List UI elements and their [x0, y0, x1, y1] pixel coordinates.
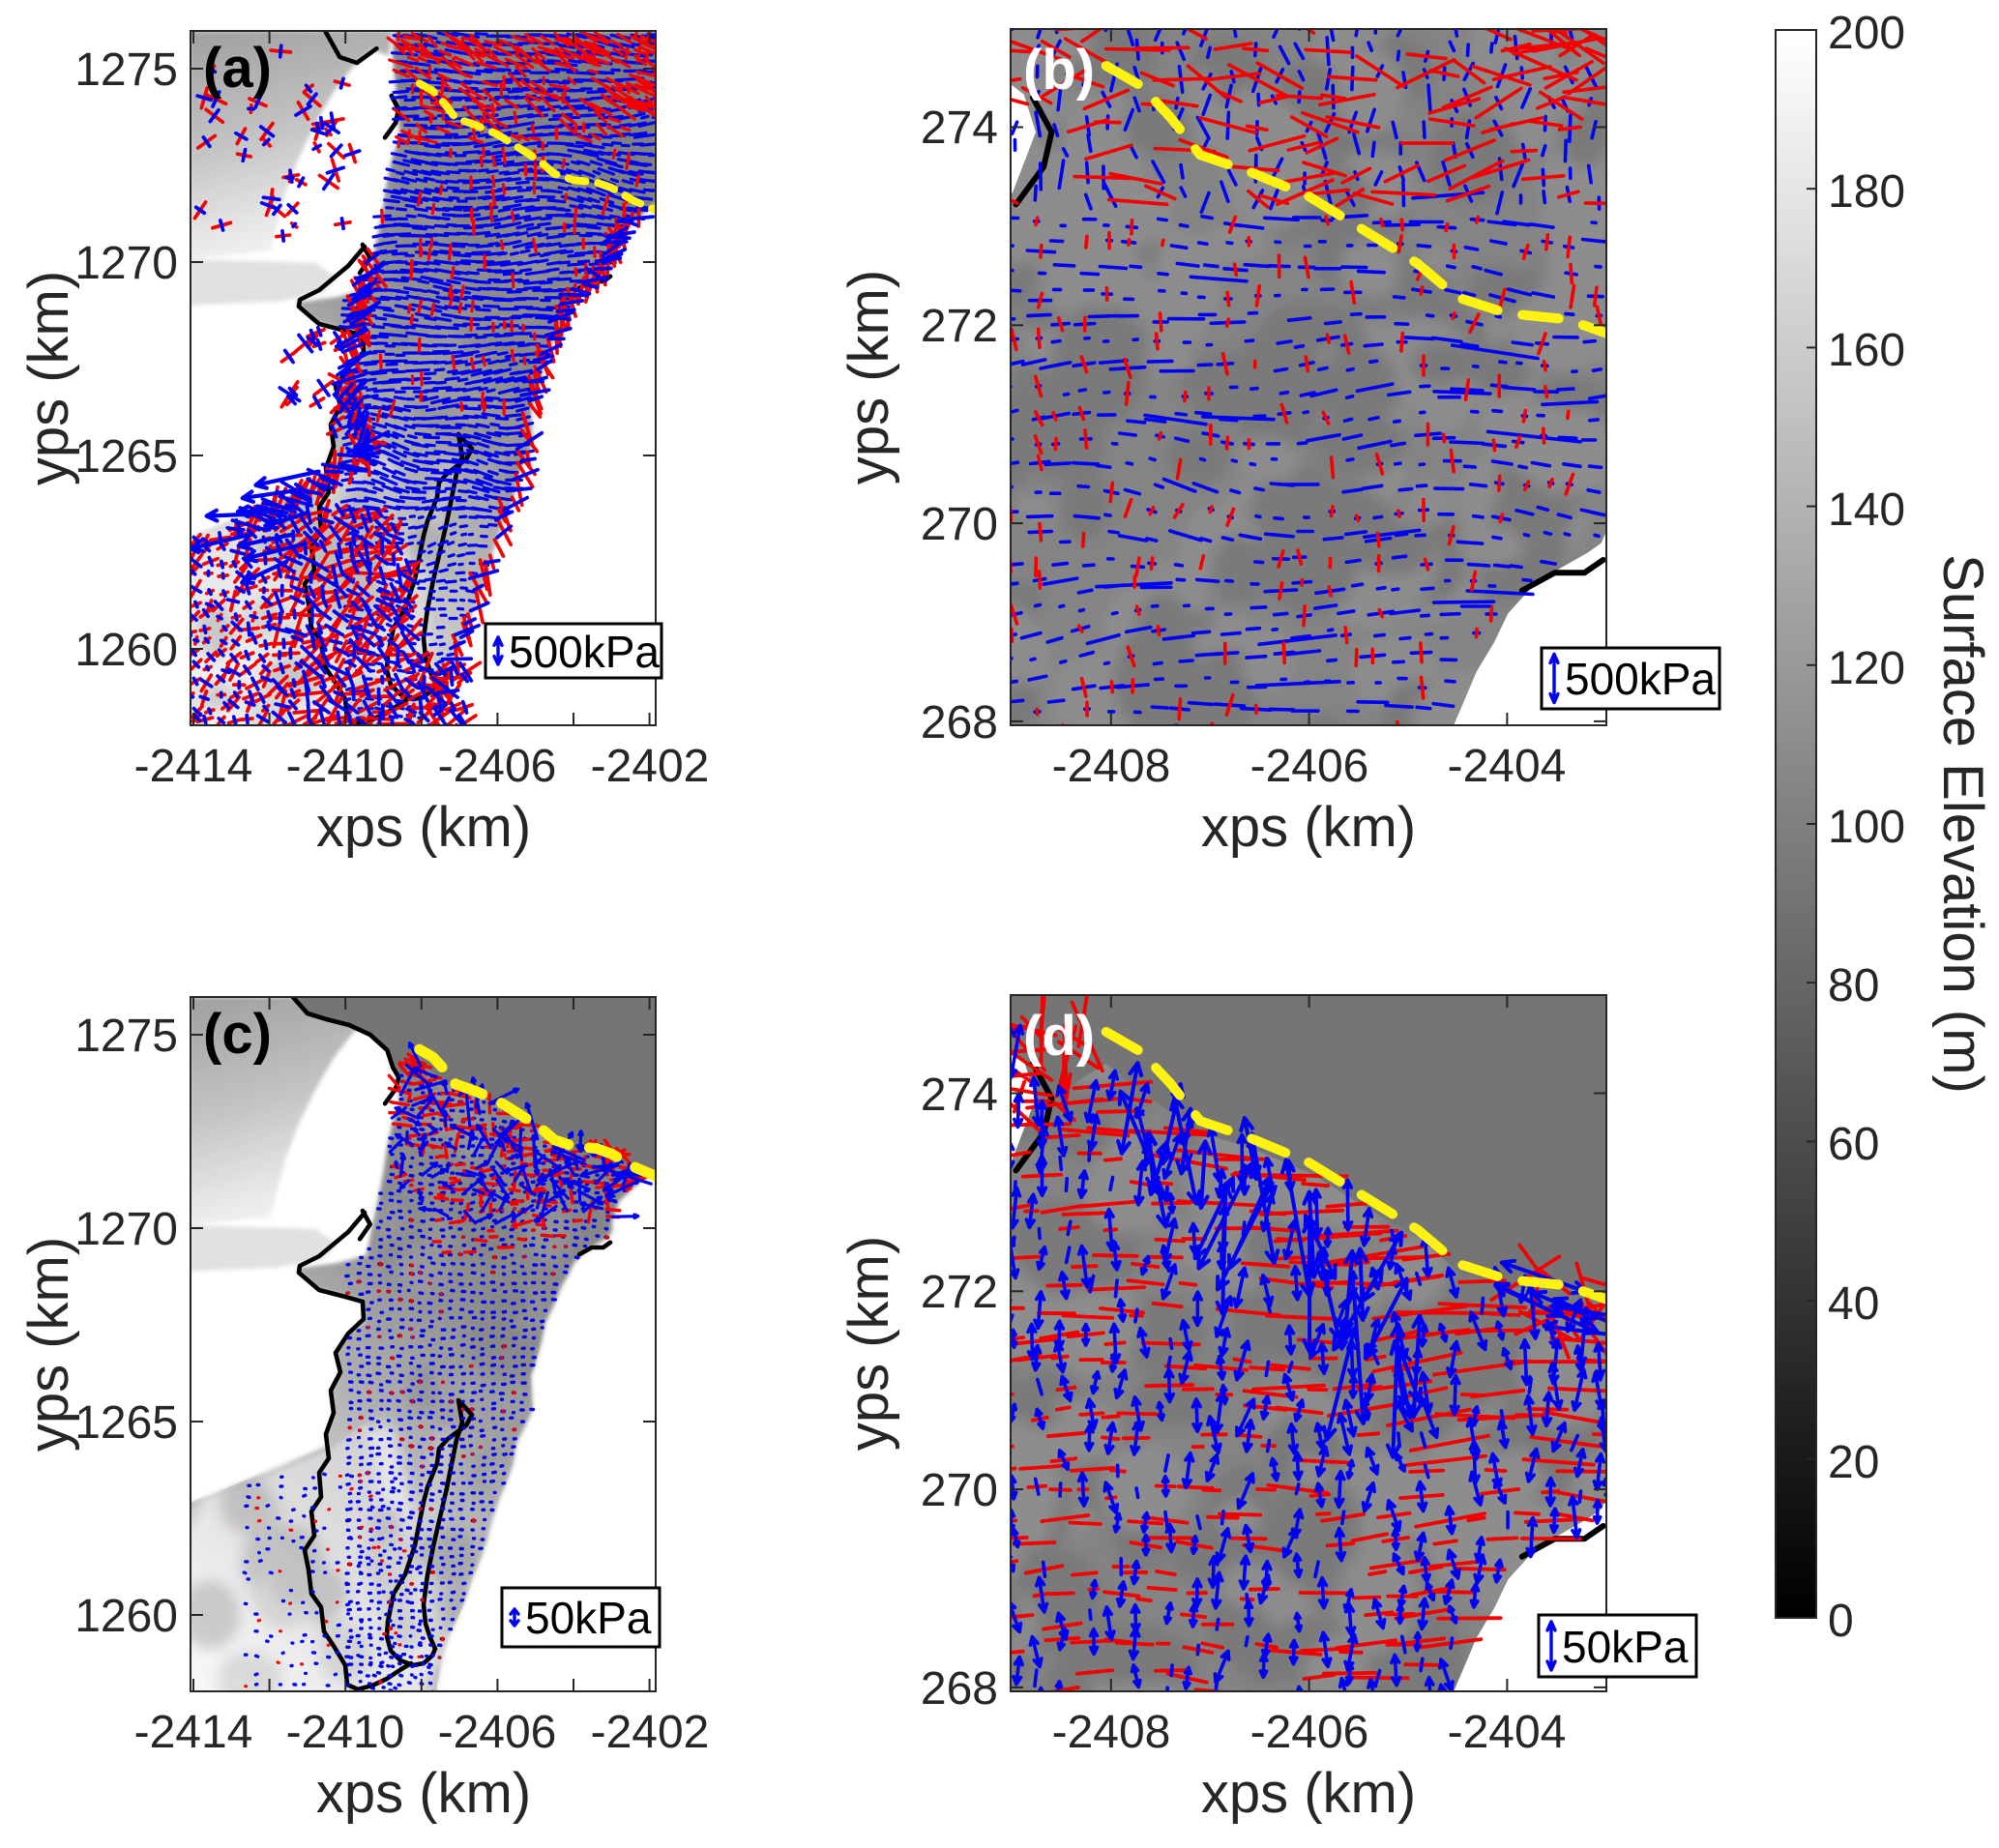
svg-text:-2408: -2408 — [1052, 741, 1171, 792]
svg-text:80: 80 — [1828, 960, 1879, 1012]
svg-text:(c): (c) — [203, 1003, 272, 1066]
svg-text:1265: 1265 — [74, 1397, 178, 1449]
svg-text:1265: 1265 — [74, 431, 178, 483]
svg-text:100: 100 — [1828, 802, 1905, 853]
svg-text:500kPa: 500kPa — [509, 627, 660, 677]
svg-text:50kPa: 50kPa — [525, 1593, 652, 1643]
svg-text:120: 120 — [1828, 643, 1905, 694]
svg-text:-2406: -2406 — [438, 1707, 557, 1758]
svg-text:1270: 1270 — [74, 1204, 178, 1255]
svg-text:(b): (b) — [1023, 39, 1095, 102]
svg-text:-2406: -2406 — [1250, 1707, 1369, 1758]
svg-text:-2404: -2404 — [1448, 741, 1567, 792]
svg-text:-2410: -2410 — [286, 741, 405, 792]
svg-text:274: 274 — [921, 1070, 998, 1121]
svg-text:yps (km): yps (km) — [838, 1236, 900, 1451]
svg-text:-2408: -2408 — [1052, 1707, 1171, 1758]
svg-text:50kPa: 50kPa — [1562, 1622, 1689, 1672]
svg-text:0: 0 — [1828, 1596, 1854, 1647]
svg-text:yps (km): yps (km) — [838, 270, 900, 484]
svg-text:yps (km): yps (km) — [17, 271, 80, 485]
svg-text:40: 40 — [1828, 1278, 1879, 1330]
svg-text:-2402: -2402 — [591, 741, 710, 792]
svg-text:xps (km): xps (km) — [1201, 1762, 1416, 1825]
svg-text:-2406: -2406 — [1250, 741, 1369, 792]
svg-text:xps (km): xps (km) — [316, 1762, 531, 1825]
svg-text:270: 270 — [921, 499, 998, 550]
svg-text:60: 60 — [1828, 1119, 1879, 1170]
svg-text:-2402: -2402 — [591, 1707, 710, 1758]
svg-text:1260: 1260 — [74, 625, 178, 676]
svg-text:xps (km): xps (km) — [1201, 796, 1416, 859]
svg-text:-2410: -2410 — [286, 1707, 405, 1758]
svg-text:1275: 1275 — [74, 44, 178, 96]
svg-text:yps (km): yps (km) — [17, 1237, 80, 1452]
svg-text:160: 160 — [1828, 325, 1905, 376]
svg-text:500kPa: 500kPa — [1565, 654, 1716, 704]
svg-text:268: 268 — [921, 1663, 998, 1715]
svg-text:1270: 1270 — [74, 238, 178, 289]
svg-text:272: 272 — [921, 1267, 998, 1318]
svg-text:268: 268 — [921, 697, 998, 748]
svg-text:-2404: -2404 — [1448, 1707, 1567, 1758]
svg-text:(d): (d) — [1023, 1005, 1095, 1068]
svg-text:20: 20 — [1828, 1437, 1879, 1488]
svg-text:1260: 1260 — [74, 1591, 178, 1642]
svg-text:274: 274 — [921, 103, 998, 154]
svg-text:140: 140 — [1828, 484, 1905, 536]
svg-text:180: 180 — [1828, 166, 1905, 218]
svg-text:(a): (a) — [203, 37, 272, 100]
svg-text:1275: 1275 — [74, 1011, 178, 1062]
svg-text:200: 200 — [1828, 8, 1905, 59]
svg-text:-2414: -2414 — [134, 741, 253, 792]
svg-text:-2406: -2406 — [438, 741, 557, 792]
svg-text:272: 272 — [921, 301, 998, 352]
svg-text:Surface Elevation (m): Surface Elevation (m) — [1931, 554, 1994, 1094]
svg-text:-2414: -2414 — [134, 1707, 253, 1758]
svg-text:270: 270 — [921, 1465, 998, 1516]
svg-text:xps (km): xps (km) — [316, 796, 531, 859]
